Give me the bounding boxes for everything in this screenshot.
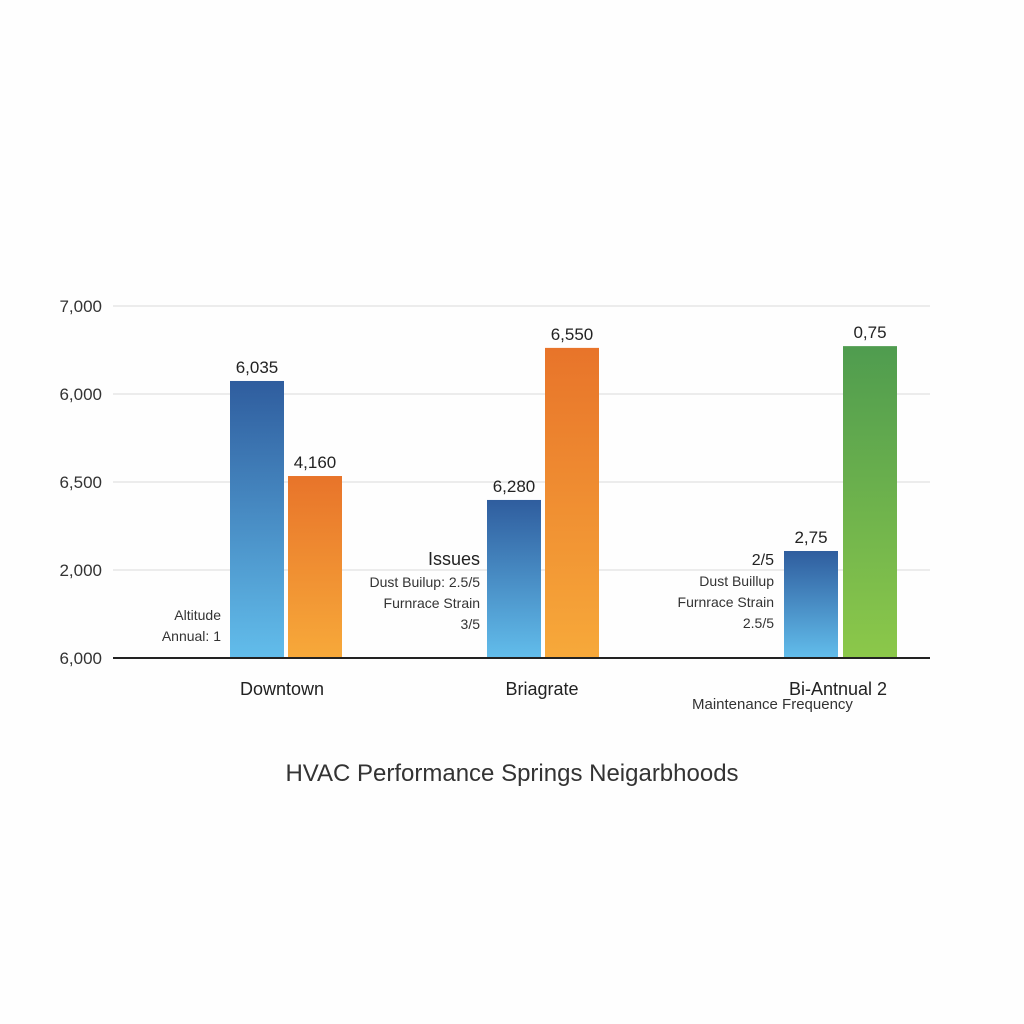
annotation-line: 3/5: [460, 616, 480, 632]
category-sublabel: Maintenance Frequency: [692, 696, 853, 713]
x-tick-label: Bi-Antnual 2: [789, 679, 887, 699]
data-label: 2,75: [794, 528, 827, 547]
bar: [487, 499, 541, 658]
chart-title: HVAC Performance Springs Neigarbhoods: [285, 760, 739, 787]
annotation-line: 2/5: [751, 552, 774, 569]
y-tick-label: 6,000: [59, 649, 102, 668]
data-label: 6,280: [493, 477, 536, 496]
annotation-downtown: Altitude Annual: 1: [162, 605, 221, 647]
y-tick-label: 6,000: [59, 385, 102, 404]
y-tick-label: 6,500: [59, 473, 102, 492]
annotation-line: Dust Builup: 2.5/5: [369, 574, 480, 590]
data-label: 6,550: [551, 325, 594, 344]
annotation-third: 2/5 Dust Buillup Furnrace Strain 2.5/5: [678, 550, 774, 634]
annotation-line: Annual: 1: [161, 628, 221, 644]
annotation-line: Altitude: [174, 607, 221, 623]
bar: [545, 347, 599, 658]
y-tick-label: 2,000: [59, 561, 102, 580]
bar: [288, 476, 342, 658]
annotation-title: Issues: [427, 549, 480, 569]
annotation-line: Furnrace Strain: [677, 594, 774, 610]
y-tick-label: 7,000: [59, 297, 102, 316]
annotation-line: Furnrace Strain: [383, 595, 480, 611]
data-label: 6,035: [236, 358, 279, 377]
data-label: 4,160: [294, 453, 337, 472]
bar: [843, 346, 897, 658]
x-tick-label: Downtown: [240, 679, 324, 699]
annotation-briagrate: Issues Dust Builup: 2.5/5 Furnrace Strai…: [369, 546, 480, 635]
x-tick-label: Briagrate: [505, 679, 578, 699]
bar: [230, 380, 284, 658]
annotation-line: Dust Buillup: [699, 573, 774, 589]
annotation-line: 2.5/5: [742, 615, 774, 631]
data-label: 0,75: [853, 323, 886, 342]
bar: [784, 550, 838, 658]
